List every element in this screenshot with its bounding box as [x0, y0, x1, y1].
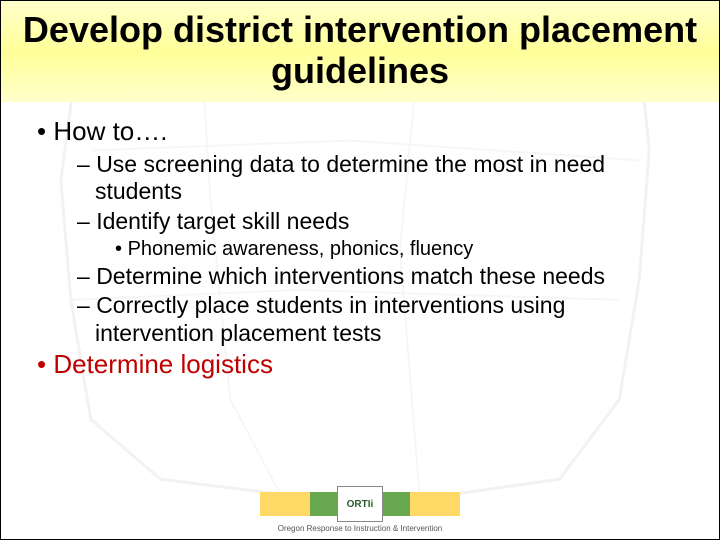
content-area: How to…. Use screening data to determine…: [1, 102, 719, 381]
title-band: Develop district intervention placement …: [1, 1, 719, 102]
slide-container: Develop district intervention placement …: [0, 0, 720, 540]
logo-mark: ORTIi: [337, 486, 383, 522]
logo-stripe: ORTIi: [260, 492, 460, 516]
slide-title: Develop district intervention placement …: [21, 9, 699, 92]
bullet-phonemic: Phonemic awareness, phonics, fluency: [115, 238, 683, 261]
bullet-how-to: How to….: [37, 116, 683, 147]
bullet-determine-interventions: Determine which interventions match thes…: [77, 263, 683, 291]
bullet-screening-data: Use screening data to determine the most…: [77, 151, 683, 206]
bullet-logistics: Determine logistics: [37, 349, 683, 380]
bullet-identify-skill: Identify target skill needs: [77, 208, 683, 236]
bullet-place-students: Correctly place students in intervention…: [77, 292, 683, 347]
logo-tagline: Oregon Response to Instruction & Interve…: [260, 524, 460, 533]
footer-logo: ORTIi Oregon Response to Instruction & I…: [260, 492, 460, 533]
